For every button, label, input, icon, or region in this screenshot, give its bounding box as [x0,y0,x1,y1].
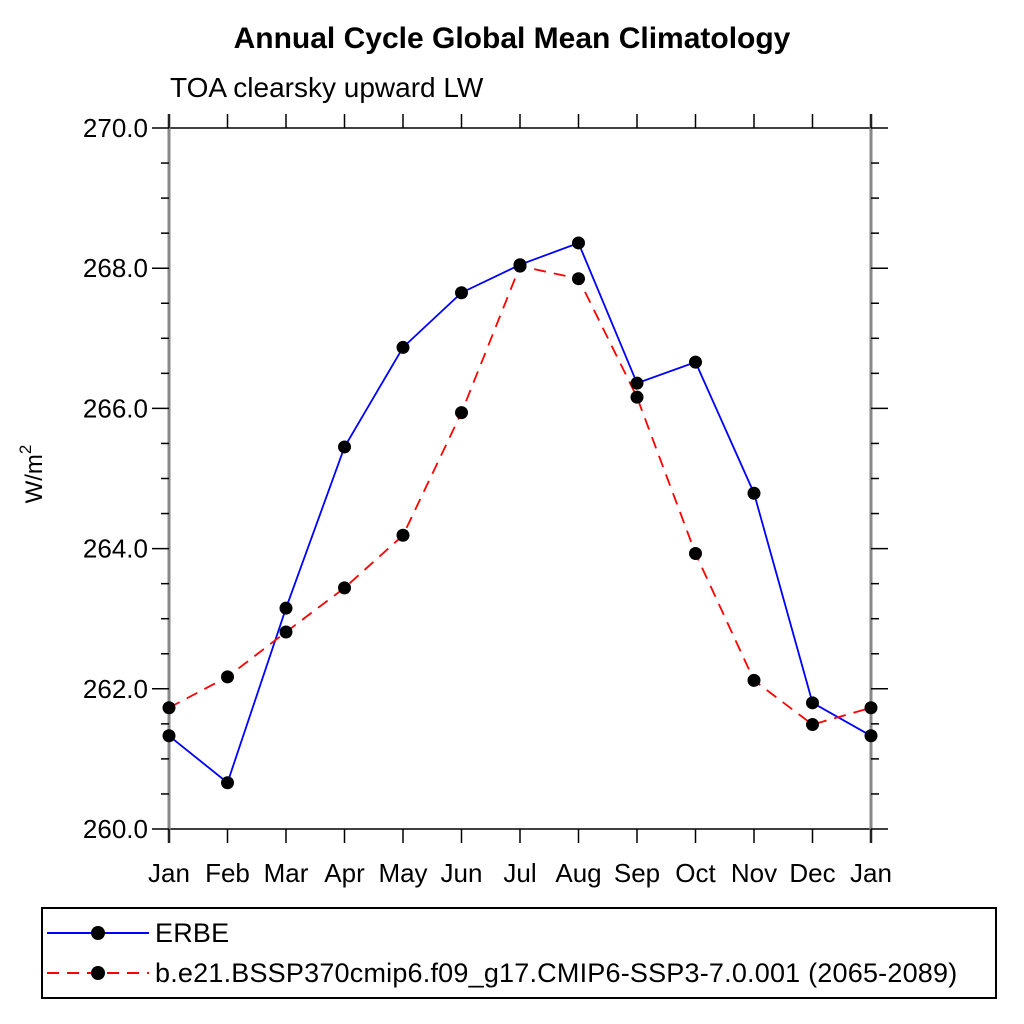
legend-label: b.e21.BSSP370cmip6.f09_g17.CMIP6-SSP3-7.… [155,957,958,988]
data-point-marker [455,286,468,300]
data-point-marker [689,547,702,561]
chart-subtitle: TOA clearsky upward LW [170,72,484,103]
x-tick-label: Dec [789,858,835,888]
legend-box: ERBE b.e21.BSSP370cmip6.f09_g17.CMIP6-SSP… [41,907,997,999]
data-point-marker [806,696,819,710]
legend-item: ERBE [43,913,995,953]
data-point-marker [279,601,293,615]
data-point-marker [572,272,585,286]
series-line-erbe [168,241,872,785]
y-tick-label: 266.0 [83,393,148,423]
data-point-marker [455,406,468,420]
legend-line-sample [47,926,149,940]
data-point-marker [221,776,234,790]
chart-title: Annual Cycle Global Mean Climatology [233,22,791,55]
x-tick-label: Apr [324,858,365,888]
data-point-marker [396,340,410,354]
x-tick-label: Jan [148,858,190,888]
data-point-marker [806,718,819,732]
legend-marker-icon [91,926,105,940]
data-point-marker [572,236,585,250]
data-point-marker [338,440,351,454]
data-point-marker [630,390,644,404]
x-tick-label: Jan [850,858,892,888]
data-point-marker [864,701,878,715]
x-tick-label: Oct [675,858,716,888]
x-tick-label: Mar [264,858,309,888]
data-point-marker [864,729,878,743]
y-tick-label: 262.0 [83,674,148,704]
data-point-marker [396,528,410,542]
x-tick-label: Aug [555,858,601,888]
x-tick-label: Nov [731,858,777,888]
x-tick-label: Jun [441,858,483,888]
legend-line-sample [47,966,149,980]
legend-label: ERBE [155,917,230,948]
y-tick-label: 268.0 [83,253,148,283]
data-point-marker [162,701,176,715]
data-point-marker [162,729,176,743]
y-tick-label: 264.0 [83,534,148,564]
data-point-marker [689,355,702,369]
x-tick-label: Feb [205,858,250,888]
data-point-marker [747,486,761,500]
y-tick-label: 270.0 [83,113,148,143]
legend-marker-icon [91,966,105,980]
y-tick-label: 260.0 [83,814,148,844]
data-point-marker [279,625,293,639]
legend-item: b.e21.BSSP370cmip6.f09_g17.CMIP6-SSP3-7.… [43,953,995,993]
x-tick-label: May [378,858,427,888]
data-point-marker [747,673,761,687]
data-point-marker [338,581,351,595]
x-tick-label: Jul [503,858,536,888]
y-axis-title: W/m2 [16,445,48,504]
series-line-model [168,265,872,726]
data-point-marker [221,670,234,684]
data-point-marker [513,259,527,273]
x-tick-label: Sep [614,858,660,888]
data-point-marker [630,376,644,390]
